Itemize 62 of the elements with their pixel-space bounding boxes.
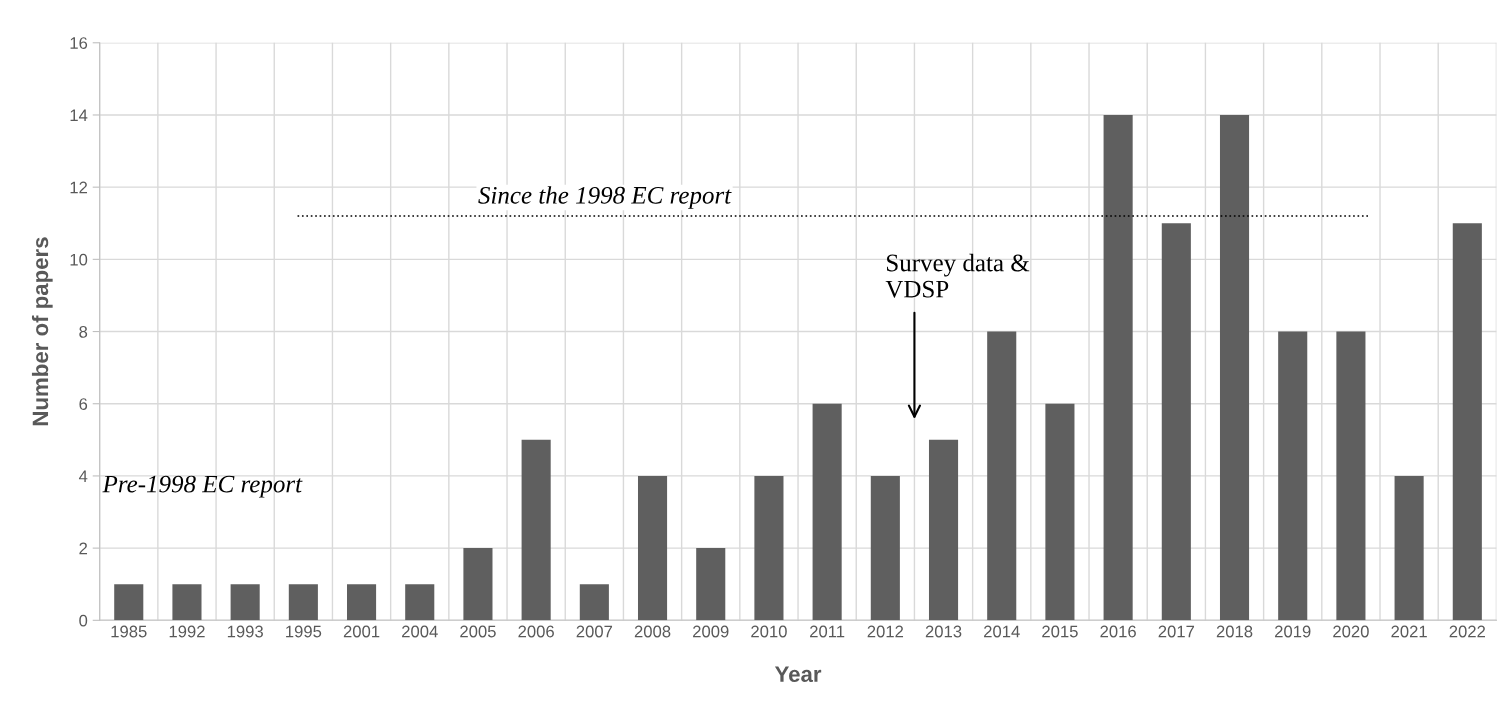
- bar: [812, 403, 842, 621]
- x-tick-label: 2010: [751, 625, 787, 638]
- x-tick-label: 2001: [343, 625, 380, 638]
- y-tick-label: 0: [79, 614, 88, 627]
- bar: [288, 584, 318, 621]
- x-tick-label: 2021: [1391, 625, 1427, 638]
- annotation: Survey data & VDSP: [885, 253, 1030, 298]
- x-tick-label: 2018: [1216, 625, 1253, 638]
- x-tick-label: 2008: [634, 625, 671, 638]
- bar: [1452, 223, 1482, 621]
- y-tick-label: 4: [78, 470, 88, 482]
- bar: [405, 584, 435, 621]
- x-tick-label: 2006: [518, 625, 554, 638]
- x-tick-label: 2017: [1158, 625, 1195, 638]
- x-tick-label: 2004: [402, 625, 438, 638]
- bar: [172, 584, 202, 621]
- bar: [637, 475, 668, 621]
- x-tick-label: 1992: [169, 625, 205, 638]
- x-axis-title: Year: [774, 666, 822, 683]
- bar: [463, 548, 493, 621]
- annotation: Since the 1998 EC report: [478, 186, 732, 209]
- y-tick-label: 16: [70, 37, 88, 49]
- x-tick-label: 1993: [227, 625, 263, 638]
- x-tick-label: 2016: [1100, 625, 1136, 638]
- bar: [579, 584, 609, 621]
- bar: [928, 439, 959, 621]
- bar: [754, 475, 784, 621]
- bar: [114, 584, 144, 621]
- bar: [347, 584, 377, 621]
- x-tick-label: 2012: [867, 625, 904, 638]
- x-tick-label: 2015: [1042, 625, 1078, 638]
- x-tick-label: 2013: [925, 625, 962, 638]
- x-tick-label: 2014: [984, 625, 1020, 638]
- bar: [230, 584, 260, 621]
- x-tick-label: 2005: [460, 625, 496, 638]
- bar: [1103, 114, 1133, 621]
- bar: [696, 548, 726, 621]
- y-tick-label: 6: [79, 398, 88, 410]
- bar: [1045, 403, 1075, 621]
- bar: [870, 475, 900, 621]
- x-tick-label: 2009: [693, 625, 729, 638]
- annotation: Pre-1998 EC report: [102, 475, 303, 498]
- x-tick-label: 1995: [286, 625, 322, 638]
- bar: [1219, 114, 1250, 621]
- bar: [1278, 331, 1308, 621]
- x-tick-label: 2022: [1449, 625, 1486, 638]
- x-tick-label: 1985: [111, 625, 147, 638]
- x-tick-label: 2020: [1333, 625, 1369, 638]
- bar: [1394, 475, 1424, 621]
- y-tick-label: 2: [79, 542, 88, 555]
- y-tick-label: 10: [70, 253, 88, 266]
- y-tick-label: 12: [70, 181, 88, 194]
- bar: [1161, 223, 1191, 621]
- bar: [987, 331, 1017, 621]
- bar: [521, 439, 551, 621]
- x-tick-label: 2011: [810, 625, 845, 638]
- bar: [1336, 331, 1366, 621]
- y-tick-label: 14: [70, 109, 88, 122]
- y-tick-label: 8: [79, 325, 88, 338]
- y-axis-title: Number of papers: [31, 237, 53, 426]
- x-tick-label: 2007: [576, 625, 613, 638]
- x-tick-label: 2019: [1275, 625, 1311, 638]
